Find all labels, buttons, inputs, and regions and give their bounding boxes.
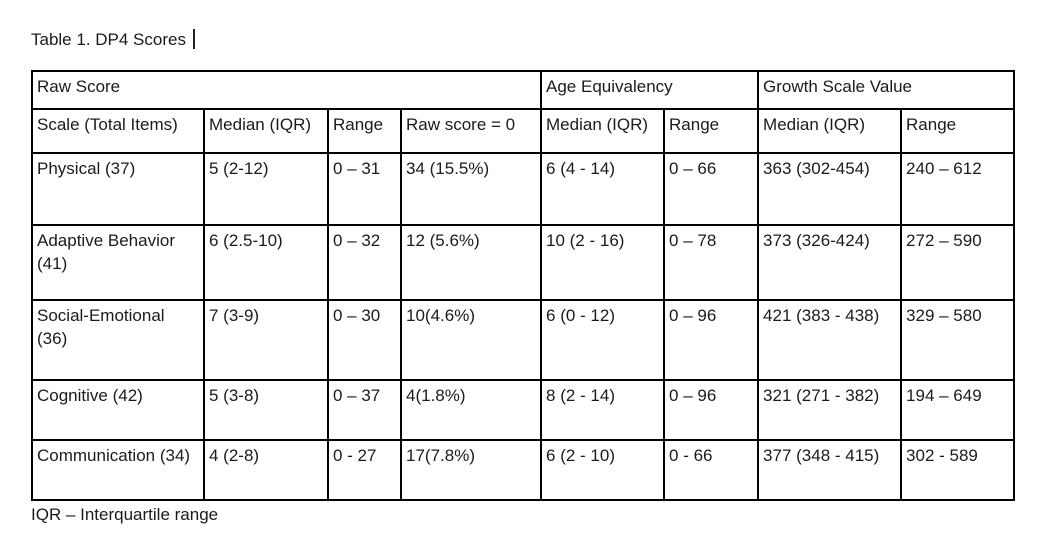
cell-ae-median[interactable]: 6 (0 - 12) [540,299,666,381]
group-header-row: Raw Score Age Equivalency Growth Scale V… [30,70,1016,110]
text-cursor [192,29,195,49]
cell-scale[interactable]: Communication (34) [31,439,205,501]
cell-raw-median[interactable]: 7 (3-9) [203,299,329,381]
cell-ae-median[interactable]: 10 (2 - 16) [540,224,666,301]
table-caption-text[interactable]: Table 1. DP4 Scores [31,30,186,49]
cell-raw-score-zero[interactable]: 12 (5.6%) [399,224,543,301]
cell-gsv-median[interactable]: 377 (348 - 415) [757,439,903,501]
table-row-communication: Communication (34) 4 (2-8) 0 - 27 17(7.8… [31,439,1016,501]
cell-ae-median[interactable]: 6 (2 - 10) [540,439,666,501]
column-header-ae-median[interactable]: Median (IQR) [540,108,666,154]
cell-gsv-range[interactable]: 194 – 649 [900,379,1016,441]
table-row-social-emotional: Social-Emotional (36) 7 (3-9) 0 – 30 10(… [31,299,1016,381]
column-header-raw-score-zero[interactable]: Raw score = 0 [399,108,543,154]
cell-raw-score-zero[interactable]: 4(1.8%) [399,379,543,441]
cell-ae-range[interactable]: 0 – 96 [663,299,760,381]
cell-scale[interactable]: Social-Emotional (36) [31,299,205,381]
cell-gsv-median[interactable]: 363 (302-454) [757,152,903,226]
cell-ae-range[interactable]: 0 – 66 [663,152,760,226]
column-header-gsv-median[interactable]: Median (IQR) [757,108,903,154]
cell-raw-score-zero[interactable]: 10(4.6%) [399,299,543,381]
column-header-raw-median[interactable]: Median (IQR) [203,108,329,154]
cell-gsv-median[interactable]: 321 (271 - 382) [757,379,903,441]
table-row-physical: Physical (37) 5 (2-12) 0 – 31 34 (15.5%)… [31,152,1016,226]
dp4-scores-table: Raw Score Age Equivalency Growth Scale V… [30,70,1016,501]
cell-raw-score-zero[interactable]: 17(7.8%) [399,439,543,501]
column-header-row: Scale (Total Items) Median (IQR) Range R… [31,108,1016,154]
cell-scale[interactable]: Physical (37) [31,152,205,226]
column-header-raw-range[interactable]: Range [327,108,402,154]
table-caption[interactable]: Table 1. DP4 Scores [31,28,1013,52]
group-header-raw-score[interactable]: Raw Score [30,70,543,110]
cell-ae-median[interactable]: 8 (2 - 14) [540,379,666,441]
table-row-adaptive-behavior: Adaptive Behavior (41) 6 (2.5-10) 0 – 32… [31,224,1016,301]
table-row-cognitive: Cognitive (42) 5 (3-8) 0 – 37 4(1.8%) 8 … [31,379,1016,441]
cell-ae-range[interactable]: 0 – 96 [663,379,760,441]
cell-raw-range[interactable]: 0 – 31 [327,152,402,226]
cell-gsv-range[interactable]: 272 – 590 [900,224,1016,301]
group-header-age-equivalency[interactable]: Age Equivalency [540,70,760,110]
cell-gsv-range[interactable]: 240 – 612 [900,152,1016,226]
cell-raw-median[interactable]: 6 (2.5-10) [203,224,329,301]
cell-ae-median[interactable]: 6 (4 - 14) [540,152,666,226]
cell-gsv-median[interactable]: 421 (383 - 438) [757,299,903,381]
cell-gsv-range[interactable]: 302 - 589 [900,439,1016,501]
cell-raw-range[interactable]: 0 – 37 [327,379,402,441]
cell-gsv-median[interactable]: 373 (326-424) [757,224,903,301]
table-footnote[interactable]: IQR – Interquartile range [31,505,219,524]
cell-scale[interactable]: Adaptive Behavior (41) [31,224,205,301]
column-header-ae-range[interactable]: Range [663,108,760,154]
column-header-gsv-range[interactable]: Range [900,108,1016,154]
cell-raw-range[interactable]: 0 - 27 [327,439,402,501]
column-header-scale[interactable]: Scale (Total Items) [31,108,205,154]
cell-gsv-range[interactable]: 329 – 580 [900,299,1016,381]
cell-scale[interactable]: Cognitive (42) [31,379,205,441]
cell-raw-median[interactable]: 5 (3-8) [203,379,329,441]
cell-raw-median[interactable]: 4 (2-8) [203,439,329,501]
cell-ae-range[interactable]: 0 – 78 [663,224,760,301]
cell-raw-range[interactable]: 0 – 32 [327,224,402,301]
cell-raw-score-zero[interactable]: 34 (15.5%) [399,152,543,226]
cell-raw-range[interactable]: 0 – 30 [327,299,402,381]
group-header-growth-scale-value[interactable]: Growth Scale Value [757,70,1016,110]
cell-ae-range[interactable]: 0 - 66 [663,439,760,501]
cell-raw-median[interactable]: 5 (2-12) [203,152,329,226]
